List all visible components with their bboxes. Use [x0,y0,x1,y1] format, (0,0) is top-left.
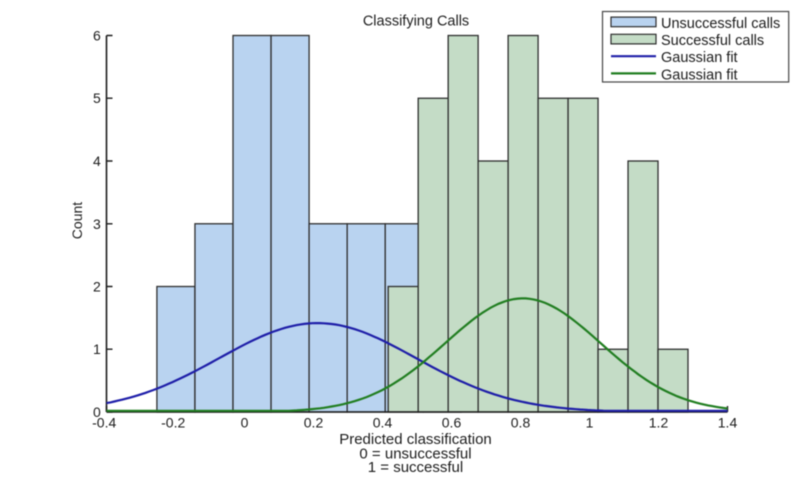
svg-text:4: 4 [93,153,101,169]
svg-text:0.6: 0.6 [442,415,462,431]
svg-text:5: 5 [93,90,101,106]
svg-text:1.2: 1.2 [649,415,669,431]
svg-text:0.2: 0.2 [304,415,324,431]
svg-text:6: 6 [93,28,101,44]
svg-text:Successful calls: Successful calls [661,33,764,49]
svg-text:0: 0 [241,415,249,431]
svg-text:Classifying Calls: Classifying Calls [363,14,469,30]
svg-text:0.4: 0.4 [373,415,393,431]
svg-text:1.4: 1.4 [718,415,738,431]
svg-text:2: 2 [93,279,101,295]
svg-text:1: 1 [93,341,101,357]
svg-text:3: 3 [93,216,101,232]
svg-text:-0.4: -0.4 [92,415,116,431]
svg-text:Count: Count [69,202,85,239]
svg-text:0 = unsuccessful: 0 = unsuccessful [359,446,471,463]
svg-text:-0.2: -0.2 [161,415,185,431]
svg-text:0: 0 [93,404,101,420]
svg-text:Gaussian fit: Gaussian fit [661,67,738,83]
svg-text:1 = successful: 1 = successful [368,459,463,476]
svg-text:Gaussian fit: Gaussian fit [661,50,738,66]
svg-text:Predicted classification: Predicted classification [339,431,492,448]
svg-text:0.8: 0.8 [511,415,531,431]
svg-text:Unsuccessful calls: Unsuccessful calls [661,16,780,32]
svg-text:1: 1 [586,415,594,431]
